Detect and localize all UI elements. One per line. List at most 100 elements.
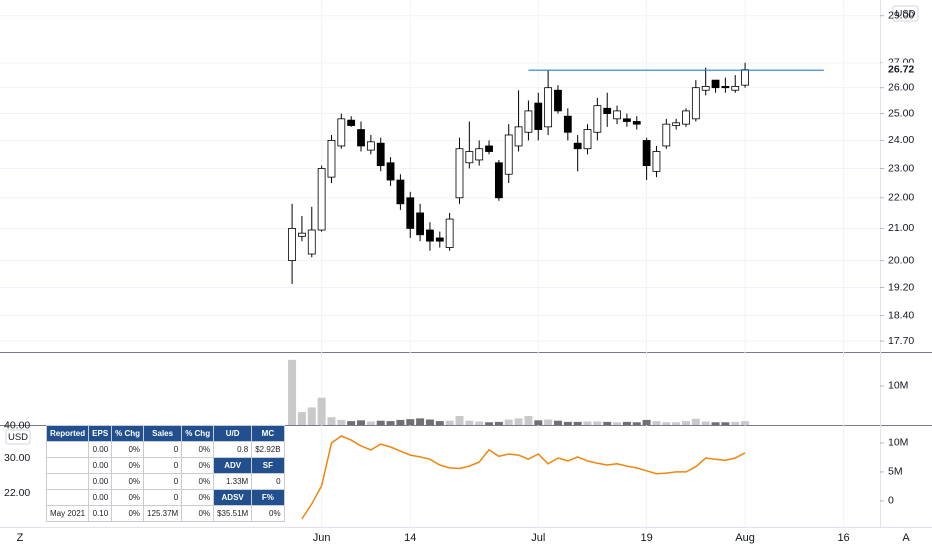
- volume-bar: [652, 421, 661, 425]
- x-tick-label: 14: [404, 532, 416, 544]
- last-price-label: 26.72: [888, 63, 914, 75]
- volume-bar: [632, 422, 641, 425]
- volume-bar: [534, 420, 543, 425]
- table-cell: 0: [143, 473, 183, 490]
- volume-bar: [465, 420, 474, 425]
- table-cell: [45, 489, 90, 506]
- currency-label[interactable]: USD: [8, 432, 28, 443]
- y-tick-label: 27.00: [888, 57, 914, 69]
- volume-bar: [396, 419, 405, 425]
- y-tick-label: 29.00: [888, 10, 914, 22]
- volume-bar: [563, 421, 572, 425]
- candle-body: [426, 229, 434, 242]
- table-row: Reported EPS% Chg Sales% Chg U/D MC: [45, 425, 285, 442]
- x-tick-label: Aug: [735, 532, 755, 544]
- table-cell: 0: [143, 441, 183, 458]
- volume-bar: [327, 417, 336, 425]
- candle-body: [465, 151, 474, 164]
- volume-bar: [494, 421, 503, 425]
- y-tick-label: 10M: [888, 380, 908, 392]
- candle-body: [593, 105, 602, 133]
- volume-bar: [573, 421, 582, 425]
- candle-body: [435, 237, 444, 242]
- candle-body: [563, 115, 572, 133]
- table-cell: 0.00: [88, 457, 113, 474]
- candle-body: [327, 140, 336, 178]
- volume-bar: [386, 421, 395, 425]
- candle-body: [485, 145, 493, 152]
- table-cell: May 2021: [45, 505, 90, 522]
- candle-body: [554, 89, 562, 112]
- y2-tick-label: 40.00: [4, 420, 30, 432]
- candle-body: [632, 121, 641, 125]
- candle-body: [524, 110, 533, 133]
- candle-body: [603, 107, 612, 114]
- table-cell: 0%: [181, 505, 215, 522]
- candle-body: [307, 229, 316, 255]
- table-row: 0.00 0% 0 0% ADV SF: [45, 457, 285, 474]
- currency-label[interactable]: USD: [895, 9, 915, 20]
- candle-body: [475, 148, 484, 161]
- table-cell: U/D: [213, 425, 253, 442]
- volume-bar: [524, 416, 533, 425]
- candle-body: [534, 102, 543, 130]
- candle-body: [504, 134, 513, 175]
- candle-body: [682, 110, 690, 125]
- candle-body: [544, 87, 553, 128]
- volume-bar: [504, 419, 513, 425]
- candle-body: [613, 110, 621, 120]
- candle-body: [731, 86, 740, 91]
- table-cell: 0%: [181, 441, 215, 458]
- table-cell: 0%: [181, 457, 215, 474]
- volume-bar: [642, 419, 651, 425]
- currency-badge[interactable]: [892, 5, 919, 22]
- timezone-button[interactable]: Z: [17, 532, 24, 544]
- candle-body: [721, 86, 730, 89]
- y-tick-label: 23.00: [888, 162, 914, 174]
- volume-bar: [366, 421, 375, 425]
- volume-bar: [731, 421, 740, 425]
- candle-body: [642, 140, 651, 167]
- volume-bar: [337, 419, 346, 425]
- table-cell: 0%: [111, 457, 145, 474]
- volume-bar: [317, 397, 326, 425]
- candle-body: [741, 69, 749, 86]
- table-cell: 0.10: [88, 505, 113, 522]
- candle-body: [347, 119, 356, 126]
- table-cell: 0%: [111, 473, 145, 490]
- candle-body: [376, 142, 385, 167]
- table-cell: Reported: [45, 425, 90, 442]
- candle-body: [298, 232, 306, 237]
- volume-bar: [297, 412, 306, 425]
- volume-bar: [603, 421, 612, 425]
- candle-body: [406, 197, 415, 229]
- volume-bar: [455, 416, 464, 425]
- y-tick-label: 10M: [888, 437, 908, 449]
- candle-body: [514, 126, 523, 147]
- volume-bar: [376, 420, 385, 425]
- table-cell: 0: [251, 473, 285, 490]
- volume-bar: [416, 418, 425, 425]
- candle-body: [357, 129, 365, 147]
- table-cell: % Chg: [111, 425, 145, 442]
- volume-bar: [622, 421, 631, 425]
- table-row: May 2021 0.10 0% 125.37M 0% $35.51M 0%: [45, 505, 285, 522]
- table-cell: F%: [251, 489, 285, 506]
- candle-body: [317, 168, 326, 231]
- volume-bar: [741, 421, 750, 425]
- volume-bar: [435, 421, 444, 425]
- candle-body: [366, 141, 375, 151]
- y-tick-label: 22.00: [888, 192, 914, 204]
- table-cell: ADSV: [213, 489, 253, 506]
- auto-scale-button[interactable]: A: [902, 532, 910, 544]
- table-cell: SF: [251, 457, 285, 474]
- volume-bar: [681, 421, 690, 425]
- table-cell: 125.37M: [143, 505, 183, 522]
- y-tick-label: 21.00: [888, 222, 914, 234]
- volume-bar: [544, 419, 553, 425]
- table-cell: 0%: [111, 489, 145, 506]
- volume-bar: [288, 359, 297, 425]
- currency-badge[interactable]: [5, 429, 31, 445]
- candle-body: [711, 79, 720, 89]
